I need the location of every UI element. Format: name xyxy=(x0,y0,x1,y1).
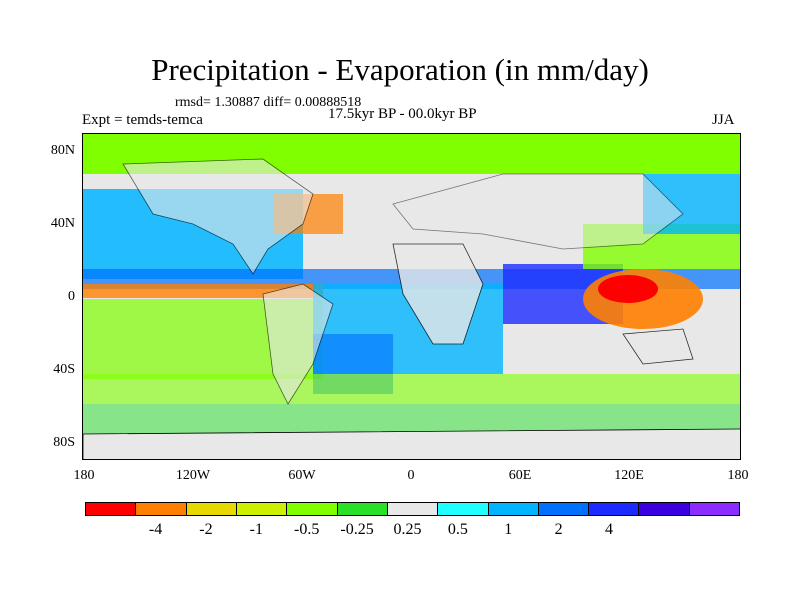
y-tick-40s: 40S xyxy=(53,362,75,377)
colorbar-label-7: 1 xyxy=(504,521,513,538)
colorbar-swatch-7 xyxy=(438,503,489,515)
colorbar-label-5: 0.25 xyxy=(393,521,422,538)
colorbar-swatch-9 xyxy=(538,503,590,515)
x-tick-180w: 180 xyxy=(73,468,95,483)
colorbar-label-8: 2 xyxy=(554,521,563,538)
x-tick-120e: 120E xyxy=(614,468,644,483)
season-label: JJA xyxy=(712,112,735,128)
colorbar-swatch-3 xyxy=(236,503,288,515)
colorbar-swatch-6 xyxy=(387,503,439,515)
experiment-label: Expt = temds-temca xyxy=(82,112,203,128)
period-label: 17.5kyr BP - 00.0kyr BP xyxy=(328,106,477,122)
colorbar-label-9: 4 xyxy=(605,521,613,538)
colorbar-swatch-2 xyxy=(186,503,237,515)
x-tick-60w: 60W xyxy=(288,468,316,483)
stats-text: rmsd= 1.30887 diff= 0.00888518 xyxy=(175,95,362,110)
chart-title: Precipitation - Evaporation (in mm/day) xyxy=(151,52,649,87)
y-tick-0: 0 xyxy=(68,289,75,304)
colorbar-label-4: -0.25 xyxy=(340,521,374,538)
colorbar-swatch-11 xyxy=(639,503,690,515)
colorbar-swatch-5 xyxy=(337,503,388,515)
colorbar-label-3: -0.5 xyxy=(294,521,320,538)
colorbar-swatch-10 xyxy=(589,503,640,515)
colorbar-label-0: -4 xyxy=(148,521,163,538)
colorbar-swatch-0 xyxy=(86,503,137,515)
colorbar-label-6: 0.5 xyxy=(447,521,468,538)
map-svg xyxy=(83,134,740,459)
colorbar-swatch-8 xyxy=(488,503,539,515)
x-tick-60e: 60E xyxy=(508,468,532,483)
colorbar-swatch-1 xyxy=(136,503,187,515)
x-tick-120w: 120W xyxy=(175,468,211,483)
colorbar-swatch-4 xyxy=(287,503,338,515)
y-tick-80n: 80N xyxy=(50,143,75,158)
colorbar xyxy=(85,502,740,516)
y-tick-80s: 80S xyxy=(53,435,75,450)
colorbar-label-2: -1 xyxy=(249,521,263,538)
colorbar-label-1: -2 xyxy=(199,521,213,538)
x-tick-180e: 180 xyxy=(727,468,749,483)
y-tick-40n: 40N xyxy=(50,216,75,231)
map-panel xyxy=(82,133,741,460)
x-tick-0: 0 xyxy=(407,468,415,483)
colorbar-swatch-12 xyxy=(689,503,740,515)
